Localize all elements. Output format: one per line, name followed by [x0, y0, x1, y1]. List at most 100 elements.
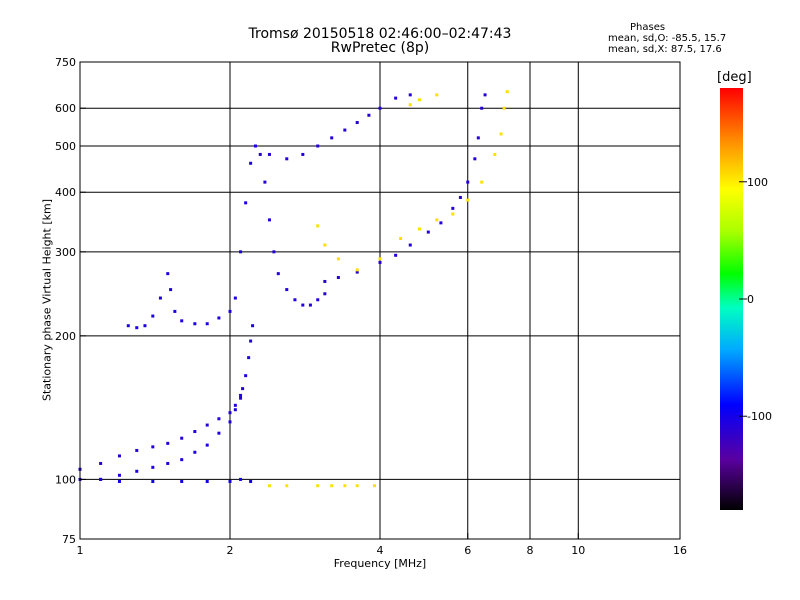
- data-point: [399, 236, 403, 240]
- stats-o-line: mean, sd,O: -85.5, 15.7: [608, 33, 727, 44]
- data-point: [180, 436, 184, 440]
- data-point: [143, 324, 147, 328]
- data-point: [417, 227, 421, 231]
- data-point: [272, 250, 276, 254]
- data-point: [502, 106, 506, 110]
- data-point: [373, 484, 377, 488]
- data-point: [493, 152, 497, 156]
- data-point: [193, 322, 197, 326]
- stats-heading: Phases: [630, 22, 666, 33]
- x-tick-label-4: 8: [527, 544, 534, 557]
- data-point: [239, 250, 243, 254]
- data-point: [228, 479, 232, 483]
- data-point: [166, 272, 170, 276]
- data-point: [483, 93, 487, 97]
- data-point: [276, 272, 280, 276]
- data-point: [205, 423, 209, 427]
- data-point: [151, 465, 155, 469]
- data-point: [205, 443, 209, 447]
- data-point: [308, 303, 312, 307]
- data-point: [251, 324, 255, 328]
- data-point: [249, 479, 253, 483]
- data-point: [323, 279, 327, 283]
- y-tick-label-6: 600: [55, 102, 76, 115]
- data-point: [466, 198, 470, 202]
- trace-f1-cusp: [126, 144, 257, 330]
- data-point: [233, 403, 237, 407]
- trace-f1-spread: [258, 152, 327, 307]
- data-point: [249, 161, 253, 165]
- x-axis-label: Frequency [MHz]: [333, 557, 427, 570]
- trace-e-layer-yellow: [267, 484, 377, 488]
- data-point: [99, 461, 103, 465]
- data-point: [336, 257, 340, 261]
- data-point: [267, 484, 271, 488]
- data-point: [249, 339, 253, 343]
- data-point: [244, 374, 248, 378]
- data-point: [285, 157, 289, 161]
- data-point: [228, 309, 232, 313]
- data-point: [336, 276, 340, 280]
- data-point: [135, 326, 139, 330]
- data-point: [316, 144, 320, 148]
- x-tick-label-3: 6: [464, 544, 471, 557]
- trace-x-low-branch: [99, 324, 255, 481]
- data-point: [228, 411, 232, 415]
- data-point: [394, 253, 398, 257]
- data-point: [158, 296, 162, 300]
- data-point: [263, 180, 267, 184]
- data-point: [169, 288, 173, 292]
- data-point: [117, 479, 121, 483]
- y-tick-label-0: 75: [62, 533, 76, 546]
- data-point: [267, 218, 271, 222]
- data-point: [117, 454, 121, 458]
- data-point: [151, 479, 155, 483]
- data-point: [239, 393, 243, 397]
- y-tick-label-7: 750: [55, 56, 76, 69]
- data-point: [193, 430, 197, 434]
- data-point: [126, 324, 130, 328]
- y-tick-label-4: 400: [55, 186, 76, 199]
- data-point: [408, 103, 412, 107]
- trace-f2-o-trace: [323, 93, 487, 283]
- data-point: [451, 212, 455, 216]
- data-point: [293, 298, 297, 302]
- data-point: [323, 243, 327, 247]
- data-point: [166, 441, 170, 445]
- data-point: [480, 106, 484, 110]
- data-point: [355, 121, 359, 125]
- trace-f2-x-trace: [316, 90, 509, 272]
- data-point: [378, 106, 382, 110]
- data-point: [99, 477, 103, 481]
- data-point: [316, 224, 320, 228]
- colorbar-tick-label-2: -100: [747, 410, 772, 423]
- data-point: [473, 157, 477, 161]
- data-point: [193, 450, 197, 454]
- data-point: [367, 113, 371, 117]
- data-point: [439, 221, 443, 225]
- data-point: [408, 243, 412, 247]
- data-point: [451, 206, 455, 210]
- data-point: [355, 270, 359, 274]
- data-point: [151, 314, 155, 318]
- colorbar-tick-label-1: 0: [747, 293, 754, 306]
- data-point: [505, 90, 509, 94]
- data-point: [117, 473, 121, 477]
- x-tick-label-5: 10: [571, 544, 585, 557]
- data-point: [217, 316, 221, 320]
- data-point: [258, 152, 262, 156]
- data-point: [330, 136, 334, 140]
- chart-subtitle: RwPretec (8p): [330, 40, 430, 56]
- data-point: [343, 128, 347, 132]
- data-point: [180, 458, 184, 462]
- data-point: [408, 93, 412, 97]
- data-point: [330, 484, 334, 488]
- data-point: [316, 298, 320, 302]
- data-point: [205, 322, 209, 326]
- data-point: [435, 93, 439, 97]
- data-point: [180, 319, 184, 323]
- data-point: [417, 98, 421, 102]
- data-point: [173, 309, 177, 313]
- data-point: [301, 303, 305, 307]
